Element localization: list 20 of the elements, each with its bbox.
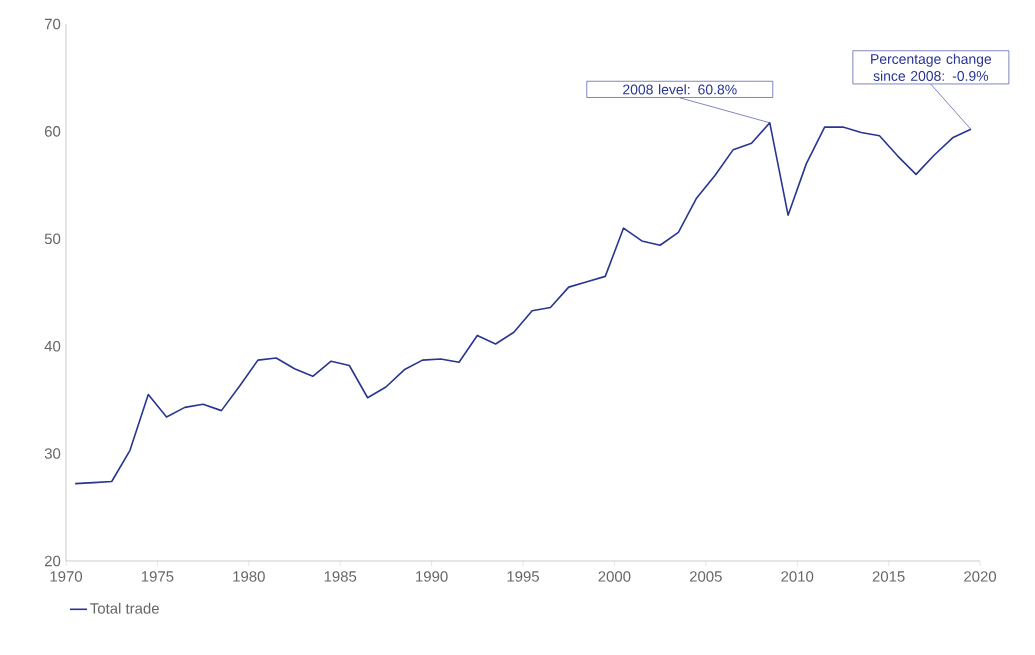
x-tick-label: 1980 — [233, 571, 265, 582]
x-tick-label: 1995 — [507, 571, 539, 582]
x-tick-label: 2005 — [689, 571, 722, 582]
x-tick-label: 1970 — [50, 571, 83, 582]
x-tick-label: 1975 — [141, 571, 174, 582]
y-tick-label: 30 — [44, 448, 61, 459]
x-tick-label: 1985 — [324, 571, 357, 582]
x-tick-label: 2020 — [964, 571, 997, 582]
x-tick-label: 2000 — [598, 571, 631, 582]
x-tick-label: 2010 — [781, 571, 814, 582]
y-tick-label: 70 — [44, 18, 61, 30]
x-tick-label: 1990 — [416, 571, 448, 582]
y-tick-label: 20 — [44, 555, 61, 567]
legend-label: Total trade — [90, 602, 159, 614]
y-tick-label: 60 — [44, 126, 61, 137]
y-tick-label: 50 — [44, 233, 61, 245]
annotation: 2008 level: 60.8% — [623, 84, 737, 95]
y-tick-label: 40 — [44, 340, 61, 352]
x-tick-label: 2015 — [872, 571, 905, 582]
annotation: Percentage change since 2008: -0.9% — [871, 53, 992, 81]
